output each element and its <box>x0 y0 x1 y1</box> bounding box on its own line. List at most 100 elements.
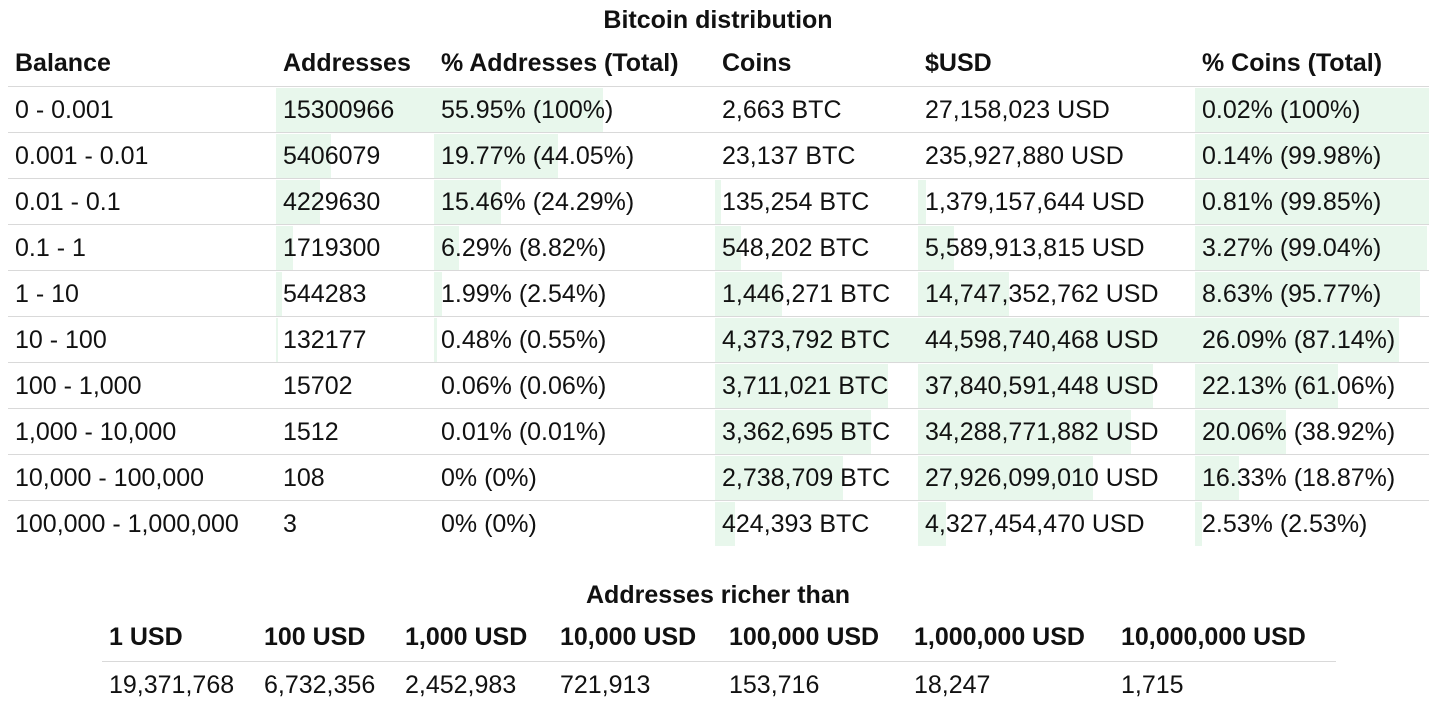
cell-pct-coins: 2.53% (2.53%) <box>1195 501 1429 547</box>
cell-fill-bar <box>715 226 741 270</box>
cell-addresses: 15702 <box>276 363 434 409</box>
cell-fill-bar <box>1195 502 1202 546</box>
richer-header-cell[interactable]: 1,000,000 USD <box>914 623 1085 651</box>
cell-coins: 3,711,021 BTC <box>715 363 918 409</box>
cell-coins: 135,254 BTC <box>715 179 918 225</box>
cell-usd: 27,158,023 USD <box>918 87 1195 133</box>
richer-header-cell[interactable]: 100 USD <box>264 623 366 651</box>
cell-fill-bar <box>918 226 954 270</box>
cell-pct-addresses: 0.48% (0.55%) <box>434 317 715 363</box>
cell-value: 14,747,352,762 USD <box>925 280 1159 308</box>
cell-value: 1.99% (2.54%) <box>441 280 607 308</box>
cell-fill-bar <box>918 502 946 546</box>
table-row: 1 - 10 544283 1.99% (2.54%) 1,446,271 BTC 14… <box>8 270 1429 316</box>
pct-coins-header-label: % Coins (Total) <box>1202 49 1383 77</box>
cell-balance: 0.001 - 0.01 <box>8 133 276 179</box>
cell-value: 3 <box>283 510 297 538</box>
cell-coins: 1,446,271 BTC <box>715 271 918 317</box>
cell-value: 44,598,740,468 USD <box>925 326 1159 354</box>
cell-pct-addresses: 0.01% (0.01%) <box>434 409 715 455</box>
cell-pct-coins: 0.14% (99.98%) <box>1195 133 1429 179</box>
table-row: 0.1 - 1 1719300 6.29% (8.82%) 548,202 BTC 5,… <box>8 224 1429 270</box>
cell-value: 0.001 - 0.01 <box>15 142 149 170</box>
richer-header-cell[interactable]: 10,000,000 USD <box>1121 623 1306 651</box>
cell-fill-bar <box>918 456 1093 500</box>
cell-fill-bar <box>276 180 320 224</box>
cell-coins: 3,362,695 BTC <box>715 409 918 455</box>
cell-value: 1719300 <box>283 234 381 262</box>
cell-addresses: 15300966 <box>276 87 434 133</box>
cell-value: 4,373,792 BTC <box>722 326 891 354</box>
cell-fill-bar <box>1195 456 1239 500</box>
table-row: 100,000 - 1,000,000 3 0% (0%) 424,393 BTC 4,… <box>8 500 1429 546</box>
cell-value: 3.27% (99.04%) <box>1202 234 1382 262</box>
richer-header-cell[interactable]: 1,000 USD <box>405 623 528 651</box>
cell-value: 15.46% (24.29%) <box>441 188 635 216</box>
cell-value: 0.48% (0.55%) <box>441 326 607 354</box>
cell-value: 19.77% (44.05%) <box>441 142 635 170</box>
cell-fill-bar <box>715 272 782 316</box>
cell-value: 0% (0%) <box>441 510 537 538</box>
cell-fill-bar <box>434 88 603 132</box>
cell-usd: 4,327,454,470 USD <box>918 501 1195 547</box>
cell-fill-bar <box>715 410 871 454</box>
pct-coins-header[interactable]: % Coins (Total) <box>1195 40 1429 86</box>
cell-value: 548,202 BTC <box>722 234 870 262</box>
cell-value: 15300966 <box>283 96 395 124</box>
cell-fill-bar <box>1195 272 1420 316</box>
cell-fill-bar <box>434 134 558 178</box>
richer-value-row: 19,371,768 6,732,356 2,452,983 721,913 153,7… <box>102 661 1336 708</box>
cell-value: 4,327,454,470 USD <box>925 510 1145 538</box>
table-row: 10,000 - 100,000 108 0% (0%) 2,738,709 BTC 2… <box>8 454 1429 500</box>
cell-usd: 5,589,913,815 USD <box>918 225 1195 271</box>
cell-fill-bar <box>1195 410 1286 454</box>
cell-value: 235,927,880 USD <box>925 142 1124 170</box>
balance-header[interactable]: Balance <box>8 40 276 86</box>
richer-value-cell: 721,913 <box>560 671 651 699</box>
cell-value: 1,000 - 10,000 <box>15 418 177 446</box>
cell-pct-coins: 0.81% (99.85%) <box>1195 179 1429 225</box>
cell-pct-addresses: 6.29% (8.82%) <box>434 225 715 271</box>
cell-usd: 37,840,591,448 USD <box>918 363 1195 409</box>
cell-value: 135,254 BTC <box>722 188 870 216</box>
cell-value: 10 - 100 <box>15 326 107 354</box>
richer-header-cell[interactable]: 10,000 USD <box>560 623 697 651</box>
cell-pct-coins: 3.27% (99.04%) <box>1195 225 1429 271</box>
richer-value-cell: 6,732,356 <box>264 671 376 699</box>
cell-fill-bar <box>715 180 721 224</box>
richer-header-cell[interactable]: 1 USD <box>109 623 183 651</box>
cell-balance: 1 - 10 <box>8 271 276 317</box>
cell-value: 23,137 BTC <box>722 142 856 170</box>
cell-fill-bar <box>1195 88 1429 132</box>
table-row: 0.001 - 0.01 5406079 19.77% (44.05%) 23,137… <box>8 132 1429 178</box>
cell-fill-bar <box>715 318 918 362</box>
usd-header[interactable]: $USD <box>918 40 1195 86</box>
cell-pct-addresses: 1.99% (2.54%) <box>434 271 715 317</box>
cell-value: 100 - 1,000 <box>15 372 142 400</box>
cell-value: 108 <box>283 464 325 492</box>
cell-usd: 34,288,771,882 USD <box>918 409 1195 455</box>
table-header-row: Balance Addresses % Addresses (Total) Coins… <box>8 40 1429 86</box>
cell-value: 6.29% (8.82%) <box>441 234 607 262</box>
cell-usd: 27,926,099,010 USD <box>918 455 1195 501</box>
cell-pct-addresses: 0% (0%) <box>434 501 715 547</box>
cell-value: 0.02% (100%) <box>1202 96 1361 124</box>
cell-value: 1,446,271 BTC <box>722 280 891 308</box>
cell-fill-bar <box>1195 134 1429 178</box>
cell-value: 1512 <box>283 418 339 446</box>
cell-value: 5,589,913,815 USD <box>925 234 1145 262</box>
cell-value: 37,840,591,448 USD <box>925 372 1159 400</box>
cell-fill-bar <box>276 226 293 270</box>
coins-header[interactable]: Coins <box>715 40 918 86</box>
table-row: 1,000 - 10,000 1512 0.01% (0.01%) 3,362,695… <box>8 408 1429 454</box>
cell-addresses: 544283 <box>276 271 434 317</box>
addresses-header[interactable]: Addresses <box>276 40 434 86</box>
richer-header-cell[interactable]: 100,000 USD <box>729 623 880 651</box>
cell-value: 0% (0%) <box>441 464 537 492</box>
distribution-title: Bitcoin distribution <box>603 6 833 34</box>
cell-pct-addresses: 15.46% (24.29%) <box>434 179 715 225</box>
pct-addresses-header[interactable]: % Addresses (Total) <box>434 40 715 86</box>
cell-usd: 44,598,740,468 USD <box>918 317 1195 363</box>
cell-value: 0.01 - 0.1 <box>15 188 121 216</box>
cell-fill-bar <box>918 272 1009 316</box>
